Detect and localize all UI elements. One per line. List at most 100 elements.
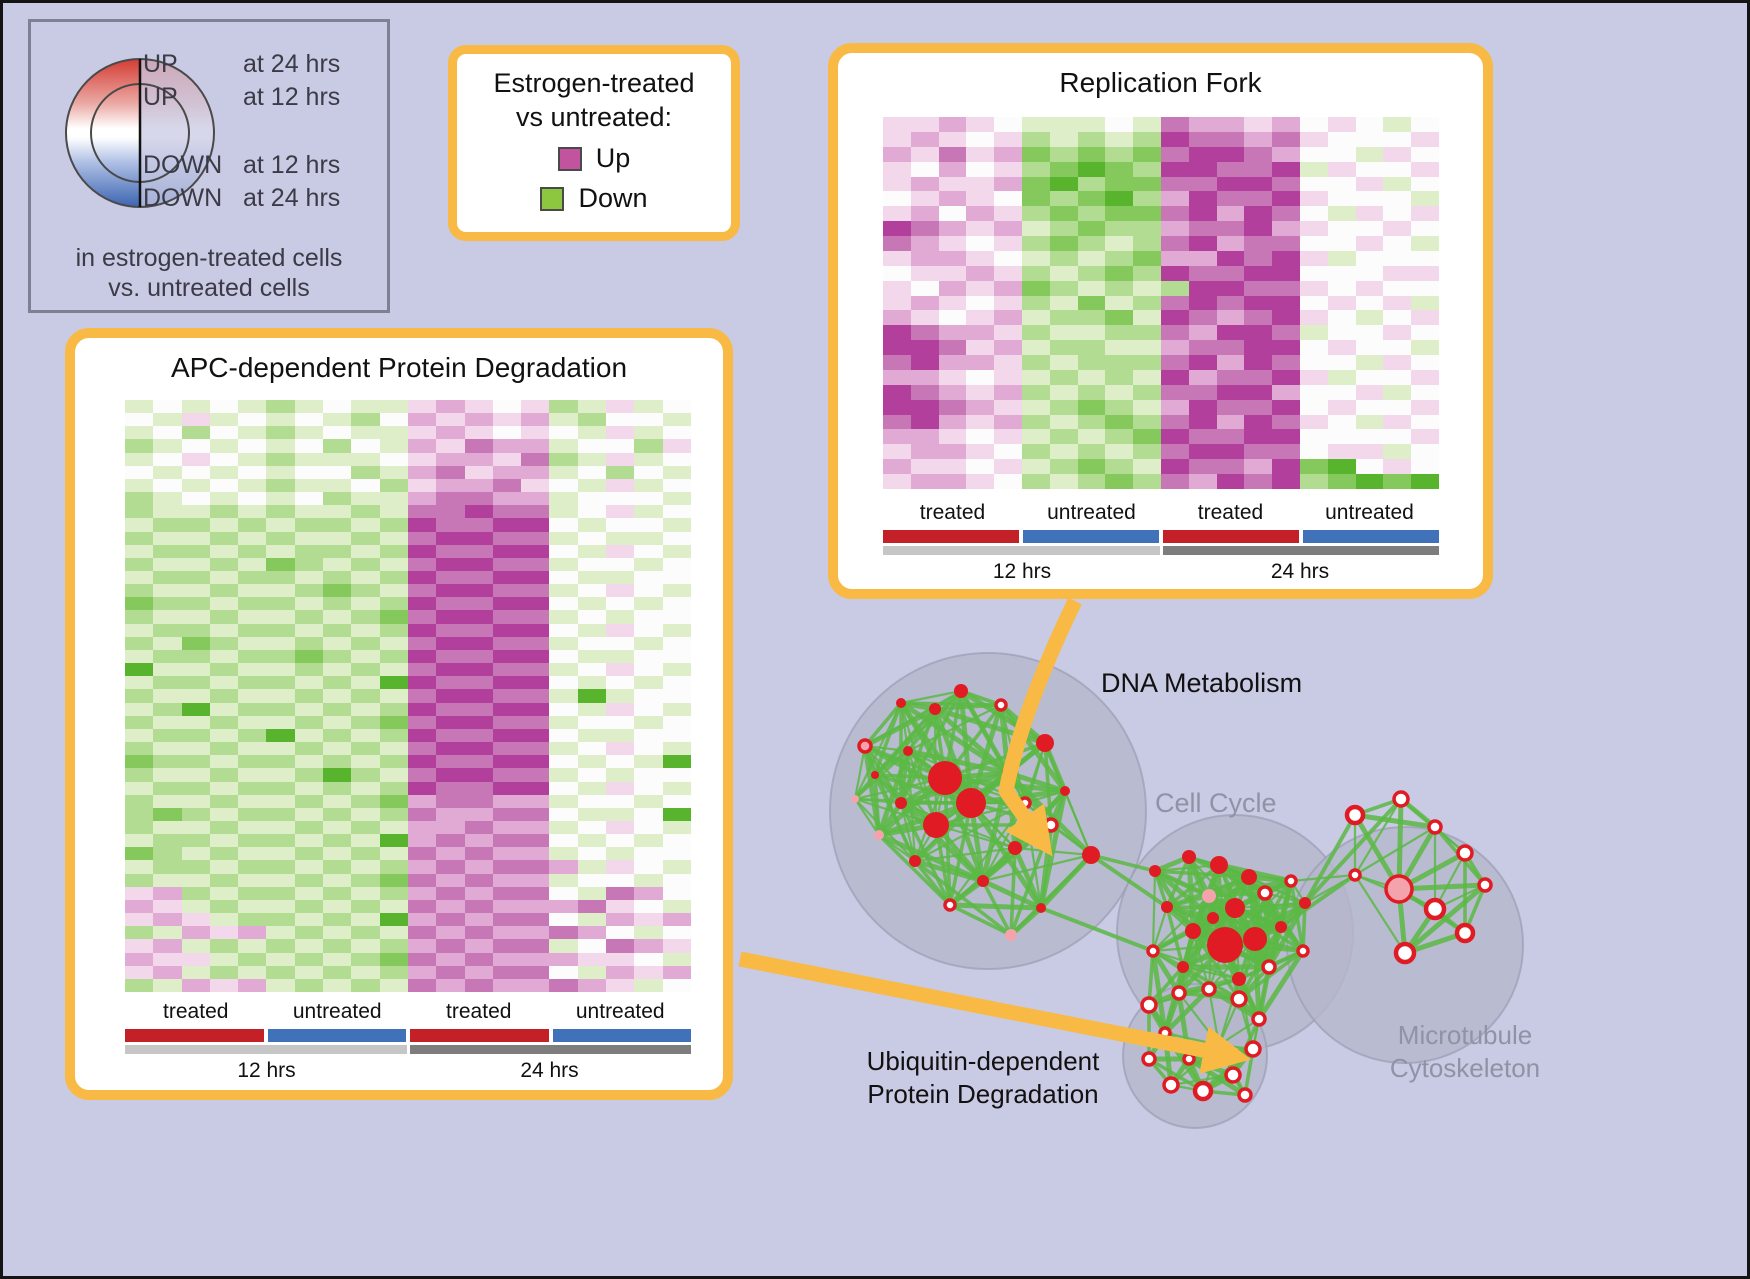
heatmap-cell — [1244, 221, 1273, 236]
heatmap-cell — [294, 899, 324, 914]
heatmap-cell — [549, 557, 578, 571]
heatmap-cell — [379, 492, 408, 506]
network-edge — [876, 750, 911, 836]
heatmap-cell — [1327, 340, 1356, 355]
heatmap-cell — [153, 492, 182, 506]
cluster-circle-ub — [1122, 983, 1268, 1129]
heatmap-cell — [521, 807, 550, 821]
heatmap-cell — [1272, 221, 1300, 236]
heatmap-cell — [464, 636, 493, 650]
heatmap-cell — [606, 807, 635, 821]
heatmap-cell — [436, 755, 465, 769]
heatmap-cell — [1272, 161, 1300, 177]
network-edge — [1256, 949, 1306, 1021]
heatmap-cell — [492, 794, 522, 808]
heatmap-cell — [209, 623, 239, 637]
network-edge — [1190, 894, 1212, 933]
network-edge — [1014, 823, 1052, 850]
network-edge — [1152, 869, 1196, 933]
heatmap-cell — [1327, 369, 1356, 385]
heatmap-cell — [1411, 221, 1439, 236]
heatmap-cell — [1216, 340, 1245, 355]
heatmap-cell — [492, 807, 522, 821]
heatmap-cell — [351, 465, 380, 479]
heatmap-cell — [1021, 265, 1050, 281]
heatmap-cell — [634, 807, 663, 821]
heatmap-cell — [1216, 325, 1245, 341]
condition-bar-segment — [410, 1029, 549, 1042]
heatmap-cell — [323, 465, 352, 479]
network-edge — [933, 708, 938, 826]
heatmap-cell — [1383, 131, 1412, 147]
heatmap-cell — [294, 636, 324, 650]
heatmap-cell — [407, 834, 437, 848]
heatmap-cell — [549, 597, 578, 611]
heatmap-cell — [323, 965, 352, 979]
heatmap-cell — [1077, 474, 1106, 489]
heatmap-cell — [323, 597, 352, 611]
heatmap-cell — [606, 426, 635, 440]
heatmap-cell — [294, 834, 324, 848]
network-node — [1082, 846, 1100, 864]
heatmap-cell — [1244, 325, 1273, 341]
heatmap-cell — [938, 310, 967, 326]
heatmap-cell — [521, 584, 550, 598]
network-node — [1158, 1026, 1172, 1040]
heatmap-cell — [1299, 146, 1328, 162]
heatmap-cell — [294, 426, 324, 440]
heatmap-cell — [181, 939, 210, 953]
heatmap-cell — [521, 702, 550, 716]
network-edge — [1434, 826, 1466, 854]
network-edge — [1202, 1089, 1246, 1097]
network-edge — [1166, 905, 1256, 941]
network-node — [928, 761, 962, 795]
heatmap-cell — [209, 400, 239, 414]
heatmap-cell — [606, 439, 635, 453]
heatmap-cell — [1411, 295, 1439, 311]
heatmap-cell — [351, 557, 380, 571]
heatmap-cell — [606, 702, 635, 716]
network-edge — [1201, 1047, 1255, 1093]
heatmap-cell — [323, 847, 352, 861]
heatmap-cell — [464, 755, 493, 769]
network-edge — [1237, 938, 1257, 1000]
heatmap-cell — [1160, 399, 1189, 415]
network-edge — [1252, 938, 1262, 1020]
apc-heatmap — [125, 400, 691, 992]
heatmap-cell — [153, 926, 182, 940]
network-edge — [1253, 901, 1307, 941]
heatmap-cell — [577, 913, 607, 927]
heatmap-cell — [436, 728, 465, 743]
heatmap-cell — [606, 492, 635, 506]
network-edge — [906, 749, 973, 805]
network-edge — [1354, 873, 1400, 891]
heatmap-cell — [577, 571, 607, 585]
heatmap-cell — [549, 465, 578, 479]
network-edge — [1014, 846, 1092, 857]
heatmap-cell — [436, 465, 465, 479]
network-edge — [1268, 949, 1304, 969]
network-edge — [864, 690, 962, 747]
heatmap-cell — [521, 834, 550, 848]
network-edge — [878, 800, 972, 838]
heatmap-cell — [910, 369, 939, 385]
heatmap-cell — [1355, 131, 1384, 147]
heatmap-cell — [549, 926, 578, 940]
heatmap-cell — [492, 544, 522, 558]
heatmap-cell — [181, 860, 210, 874]
network-edge — [1354, 812, 1436, 830]
heatmap-cell — [1049, 414, 1078, 430]
heatmap-cell — [1188, 236, 1217, 251]
heatmap-cell — [125, 728, 154, 743]
heatmap-cell — [153, 636, 182, 650]
heatmap-cell — [407, 702, 437, 716]
network-edge — [1208, 891, 1266, 898]
heatmap-cell — [1355, 250, 1384, 266]
heatmap-cell — [1077, 444, 1106, 460]
heatmap-cell — [238, 781, 267, 795]
heatmap-cell — [1077, 429, 1106, 445]
heatmap-cell — [521, 426, 550, 440]
heatmap-cell — [407, 492, 437, 506]
network-edge — [1217, 978, 1241, 1046]
heatmap-cell — [153, 978, 182, 992]
